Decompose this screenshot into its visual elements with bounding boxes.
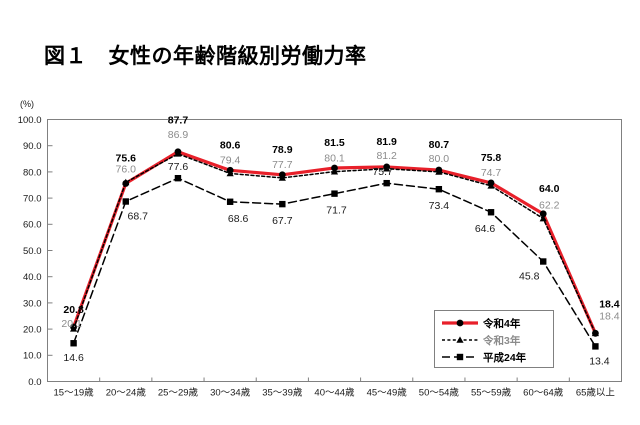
series-marker-令和4年 <box>539 210 547 218</box>
y-axis-ticks <box>47 119 53 356</box>
series-marker-平成24年 <box>540 258 547 265</box>
data-label-reiwa4: 81.9 <box>376 136 397 148</box>
data-label-reiwa3: 74.7 <box>481 167 502 179</box>
x-axis-category-label: 50～54歳 <box>419 387 460 399</box>
data-label-reiwa4: 75.8 <box>481 152 502 164</box>
data-label-reiwa3: 77.7 <box>272 159 293 171</box>
legend-marker-令和3年 <box>456 336 464 343</box>
y-axis-unit-label: (%) <box>20 99 34 109</box>
series-marker-令和3年 <box>435 168 443 175</box>
data-label-heisei24: 13.4 <box>589 355 610 367</box>
y-axis-tick-label: 20.0 <box>23 325 42 336</box>
x-axis-category-label: 40～44歳 <box>314 387 355 399</box>
y-axis-tick-label: 60.0 <box>23 220 42 231</box>
y-axis-tick-label: 50.0 <box>23 246 42 257</box>
series-marker-令和3年 <box>278 174 286 181</box>
data-label-heisei24: 75.7 <box>372 166 393 178</box>
x-axis-category-label: 30～34歳 <box>210 387 251 399</box>
x-axis-category-label: 25～29歳 <box>158 387 199 399</box>
series-marker-平成24年 <box>226 198 234 205</box>
series-marker-令和3年 <box>122 178 130 186</box>
series-marker-平成24年 <box>70 340 77 347</box>
legend-label-令和3年[interactable]: 令和3年 <box>482 334 521 347</box>
series-marker-平成24年 <box>383 179 390 187</box>
data-value-labels-group: 20.8 75.6 87.7 80.6 78.9 81.5 81.9 80.7 75.8 64.0… <box>61 115 619 368</box>
data-label-reiwa3: 79.4 <box>220 154 241 166</box>
data-label-reiwa4: 78.9 <box>272 144 293 156</box>
data-label-heisei24: 71.7 <box>326 205 347 217</box>
data-label-reiwa3: 18.4 <box>599 310 620 322</box>
legend-label-平成24年[interactable]: 平成24年 <box>483 351 527 364</box>
y-axis-tick-label: 90.0 <box>23 141 42 152</box>
data-label-reiwa3: 81.2 <box>376 150 397 162</box>
series-marker-令和3年 <box>539 214 547 222</box>
x-axis-category-labels: 15～19歳 20～24歳 25～29歳 30～34歳 35～39歳 40～44歳 45～4… <box>54 387 616 399</box>
series-marker-令和3年 <box>330 168 339 175</box>
data-label-reiwa3: 20.1 <box>61 318 82 330</box>
y-axis-tick-label: 40.0 <box>23 272 42 283</box>
data-label-reiwa4: 87.7 <box>168 115 189 127</box>
legend-marker-令和4年 <box>456 319 464 327</box>
data-label-heisei24: 14.6 <box>63 352 84 364</box>
page-title: 図１ 女性の年齢階級別労働力率 <box>44 45 367 68</box>
series-marker-平成24年 <box>487 209 495 216</box>
data-label-reiwa4: 20.8 <box>63 304 84 316</box>
data-label-heisei24: 77.6 <box>168 161 189 173</box>
legend-marker-平成24年 <box>456 353 464 361</box>
x-axis-category-label: 20～24歳 <box>106 387 147 399</box>
x-axis-category-label: 65歳以上 <box>576 387 616 399</box>
data-label-reiwa4: 75.6 <box>116 152 137 164</box>
data-label-reiwa4: 80.7 <box>429 139 450 151</box>
x-axis-ticks <box>99 377 570 382</box>
series-marker-令和3年 <box>174 150 182 157</box>
legend-label-令和4年[interactable]: 令和4年 <box>482 317 521 330</box>
data-label-heisei24: 73.4 <box>429 200 450 212</box>
data-label-reiwa3: 80.1 <box>324 153 345 165</box>
x-axis-category-label: 15～19歳 <box>54 387 95 399</box>
y-axis-tick-label: 70.0 <box>23 194 42 205</box>
data-label-reiwa3: 86.9 <box>168 129 189 141</box>
data-label-reiwa4: 18.4 <box>599 298 620 310</box>
series-marker-平成24年 <box>174 174 182 182</box>
series-marker-平成24年 <box>435 185 443 193</box>
series-marker-平成24年 <box>122 198 129 205</box>
y-axis-tick-label: 30.0 <box>23 298 42 309</box>
series-marker-令和4年 <box>331 164 338 172</box>
data-label-reiwa4: 64.0 <box>539 183 560 195</box>
data-label-reiwa3: 62.2 <box>539 200 560 212</box>
data-label-heisei24: 64.6 <box>475 223 496 235</box>
x-axis-category-label: 45～49歳 <box>367 387 408 399</box>
y-axis-tick-label: 0.0 <box>28 377 41 388</box>
series-marker-平成24年 <box>592 343 599 350</box>
series-marker-令和3年 <box>69 325 78 332</box>
series-markers-group <box>69 148 600 350</box>
data-label-heisei24: 68.7 <box>128 211 149 223</box>
x-axis-category-label: 60～64歳 <box>523 387 564 399</box>
x-axis-category-label: 35～39歳 <box>262 387 303 399</box>
y-axis-tick-label: 100.0 <box>18 115 42 126</box>
y-axis-tick-labels: 0.0 10.0 20.0 30.0 40.0 50.0 60.0 70.0 80.0 90.0 1… <box>18 115 42 388</box>
series-marker-令和3年 <box>226 169 234 177</box>
y-axis-tick-label: 10.0 <box>23 351 42 362</box>
data-label-heisei24: 45.8 <box>519 271 540 283</box>
data-label-reiwa3: 80.0 <box>429 153 450 165</box>
series-marker-令和3年 <box>487 182 495 189</box>
data-label-reiwa4: 80.6 <box>220 139 241 151</box>
series-marker-令和3年 <box>591 329 600 337</box>
series-line-平成24年 <box>72 177 597 348</box>
legend-box <box>434 310 554 368</box>
data-label-heisei24: 68.6 <box>228 213 249 225</box>
data-label-heisei24: 67.7 <box>272 215 293 227</box>
y-axis-tick-label: 80.0 <box>23 167 42 178</box>
data-label-reiwa3: 76.0 <box>116 163 137 175</box>
series-marker-平成24年 <box>279 200 286 208</box>
data-label-reiwa4: 81.5 <box>324 137 345 149</box>
series-marker-令和3年 <box>383 165 391 172</box>
x-axis-category-label: 55～59歳 <box>471 387 512 399</box>
series-marker-平成24年 <box>331 190 338 197</box>
